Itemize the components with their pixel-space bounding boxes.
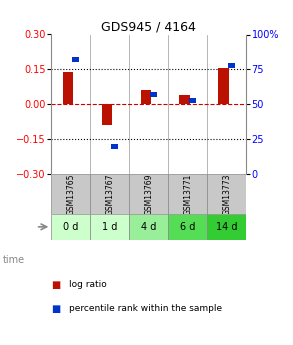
Bar (180, 95, 190, 104)
Bar (141, 90, 151, 104)
Bar (90, 174, 129, 214)
Text: log ratio: log ratio (69, 280, 107, 289)
Text: 4 d: 4 d (141, 222, 156, 232)
Bar (63, 72, 74, 104)
Text: time: time (3, 256, 25, 265)
Bar (168, 214, 207, 240)
Text: ■: ■ (51, 280, 61, 289)
Bar (228, 63, 235, 68)
Text: 6 d: 6 d (180, 222, 195, 232)
Bar (168, 174, 207, 214)
Bar (129, 214, 168, 240)
Text: GSM13769: GSM13769 (144, 173, 153, 215)
Text: 1 d: 1 d (102, 222, 117, 232)
Text: GSM13765: GSM13765 (66, 173, 75, 215)
Text: GSM13771: GSM13771 (183, 173, 192, 215)
Bar (111, 144, 118, 149)
Text: 0 d: 0 d (63, 222, 79, 232)
Text: GSM13773: GSM13773 (222, 173, 231, 215)
Bar (51, 214, 90, 240)
Bar (102, 104, 113, 125)
Bar (219, 68, 229, 104)
Bar (189, 98, 196, 102)
Bar (90, 214, 129, 240)
Bar (207, 214, 246, 240)
Bar (207, 174, 246, 214)
Text: 14 d: 14 d (216, 222, 237, 232)
Text: percentile rank within the sample: percentile rank within the sample (69, 304, 222, 313)
Title: GDS945 / 4164: GDS945 / 4164 (101, 20, 196, 33)
Text: ■: ■ (51, 304, 61, 314)
Bar (129, 174, 168, 214)
Bar (72, 57, 79, 62)
Text: GSM13767: GSM13767 (105, 173, 114, 215)
Bar (150, 92, 157, 97)
Bar (51, 174, 90, 214)
